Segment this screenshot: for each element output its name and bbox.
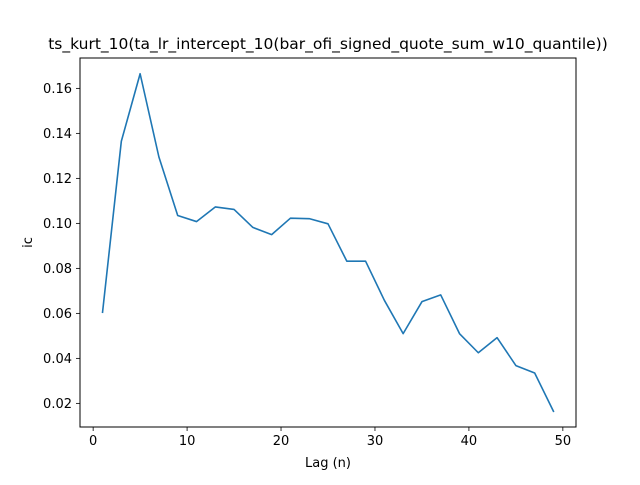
data-point (233, 209, 235, 211)
y-axis-label: ic (21, 237, 36, 248)
x-tick-label: 30 (367, 434, 384, 449)
x-axis-ticks: 0 10 20 30 40 50 (89, 427, 571, 449)
x-axis-label: Lag (n) (305, 456, 351, 471)
data-point (139, 73, 141, 75)
data-point (365, 260, 367, 262)
data-point (384, 300, 386, 302)
y-tick-label: 0.04 (43, 352, 72, 367)
plot-frame (79, 57, 577, 428)
data-point (534, 372, 536, 374)
data-point (496, 337, 498, 339)
x-tick-label: 50 (555, 434, 572, 449)
y-tick-label: 0.16 (43, 82, 72, 97)
y-tick-label: 0.06 (43, 307, 72, 322)
x-tick-label: 40 (461, 434, 478, 449)
data-point (271, 234, 273, 236)
data-point (327, 223, 329, 225)
y-tick-label: 0.02 (43, 397, 72, 412)
y-axis-ticks: 0.02 0.04 0.06 0.08 0.10 0.12 0.14 0.16 (43, 82, 80, 412)
data-point (346, 260, 348, 262)
x-tick-label: 20 (273, 434, 290, 449)
y-tick-label: 0.12 (43, 172, 72, 187)
data-point (478, 352, 480, 354)
series-line-0 (101, 72, 555, 413)
y-tick-label: 0.08 (43, 262, 72, 277)
chart-title: ts_kurt_10(ta_lr_intercept_10(bar_ofi_si… (48, 35, 608, 54)
data-point (121, 140, 123, 142)
data-point (440, 294, 442, 296)
data-point (177, 215, 179, 217)
data-point (290, 217, 292, 219)
data-point (196, 221, 198, 223)
data-point (402, 333, 404, 335)
data-point (515, 365, 517, 367)
y-tick-label: 0.14 (43, 127, 72, 142)
data-point (308, 218, 310, 220)
x-tick-label: 10 (179, 434, 196, 449)
data-point (553, 410, 555, 412)
plot-marks (101, 72, 555, 413)
data-point (421, 301, 423, 303)
data-point (102, 311, 104, 313)
data-point (214, 206, 216, 208)
data-point (252, 227, 254, 229)
y-tick-label: 0.10 (43, 217, 72, 232)
data-point (459, 333, 461, 335)
x-tick-label: 0 (89, 434, 97, 449)
data-point (158, 156, 160, 158)
